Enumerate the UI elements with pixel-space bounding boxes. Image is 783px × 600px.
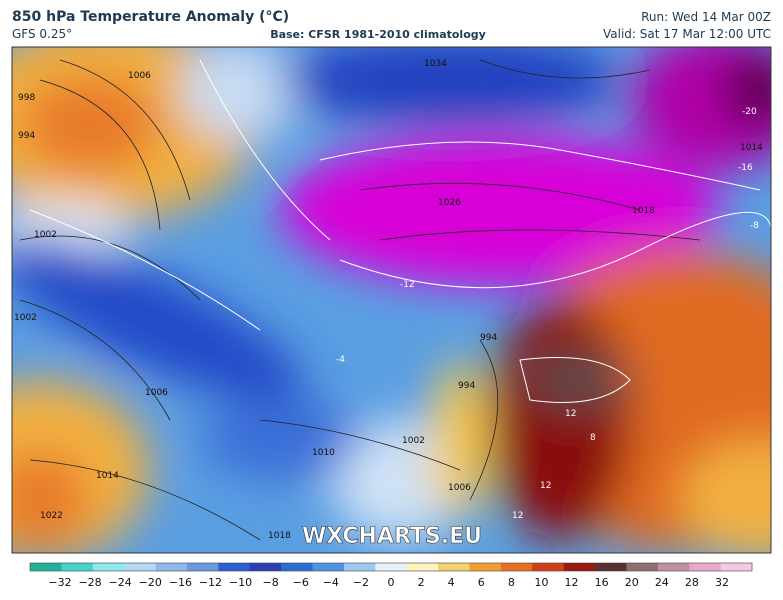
colorbar-label: 6 [478, 576, 485, 589]
colorbar-segment [281, 563, 314, 571]
colorbar-label: −20 [139, 576, 162, 589]
contour-label: -16 [738, 163, 753, 173]
colorbar-label: 10 [534, 576, 548, 589]
colorbar-segment [30, 563, 62, 571]
contour-label: 12 [512, 511, 523, 521]
colorbar-label: 24 [655, 576, 669, 589]
colorbar-label: 8 [508, 576, 515, 589]
colorbar-segment [595, 563, 627, 571]
colorbar-segment [249, 563, 282, 571]
contour-label: 8 [590, 433, 596, 443]
contour-label: 12 [540, 481, 551, 491]
colorbar-segment [626, 563, 659, 571]
colorbar-label: 4 [448, 576, 455, 589]
colorbar-segment [532, 563, 565, 571]
contour-label: 998 [18, 93, 35, 103]
contour-label: 994 [480, 333, 497, 343]
contour-label: 1034 [424, 59, 447, 69]
model: GFS 0.25° [12, 27, 72, 41]
contour-label: -12 [400, 280, 415, 290]
contour-label: 1006 [145, 388, 168, 398]
colorbar-frame [29, 562, 753, 572]
colorbar-label: −32 [48, 576, 71, 589]
colorbar-segment [469, 563, 502, 571]
colorbar-label: −2 [353, 576, 369, 589]
base: Base: CFSR 1981-2010 climatology [270, 28, 486, 41]
colorbar-label: −16 [169, 576, 192, 589]
colorbar-segment [438, 563, 470, 571]
isotherms [29, 59, 771, 403]
contour-label: 994 [458, 381, 475, 391]
colorbar-segment [720, 563, 753, 571]
contour-label: 1002 [34, 230, 57, 240]
contour-label: 1018 [268, 531, 291, 541]
colorbar-label: −6 [293, 576, 309, 589]
colorbar-label: −28 [78, 576, 101, 589]
contour-label: 1026 [438, 198, 461, 208]
colorbar-segment [500, 563, 533, 571]
contour-label: 1002 [14, 313, 37, 323]
contour-label: 994 [18, 131, 35, 141]
colorbar-label: −4 [323, 576, 339, 589]
colorbar-segment [406, 563, 439, 571]
colorbar-segment [312, 563, 345, 571]
contour-label: 1002 [402, 436, 425, 446]
contour-label: 12 [565, 409, 576, 419]
colorbar-label: −8 [263, 576, 279, 589]
colorbar-segment [186, 563, 219, 571]
colorbar-label: 20 [625, 576, 639, 589]
colorbar-segment [657, 563, 690, 571]
colorbar-segment [155, 563, 188, 571]
contour-label: 1022 [40, 511, 63, 521]
colorbar-segment [218, 563, 251, 571]
colorbar-label: 0 [388, 576, 395, 589]
colorbar-segment [375, 563, 408, 571]
colorbar-label: 32 [715, 576, 729, 589]
valid: Valid: Sat 17 Mar 12:00 UTC [603, 27, 771, 41]
colorbar-label: 16 [595, 576, 609, 589]
contour-label: 1014 [96, 471, 119, 481]
contour-label: -4 [336, 355, 345, 365]
run: Run: Wed 14 Mar 00Z [641, 10, 771, 24]
contour-label: 1006 [448, 483, 471, 493]
colorbar-segment [61, 563, 94, 571]
contour-label: 1010 [312, 448, 335, 458]
contour-label: -8 [750, 221, 759, 231]
colorbar-segment [563, 563, 596, 571]
colorbar-segment [689, 563, 722, 571]
contour-label: 1014 [740, 143, 763, 153]
contour-label: 1006 [128, 71, 151, 81]
map: 1006 998 994 1002 1002 1006 1010 1014 1022 1018 10… [12, 47, 771, 553]
colorbar-segment [343, 563, 376, 571]
colorbar-label: −12 [199, 576, 222, 589]
isobars [19, 59, 701, 541]
contour-label: 1018 [632, 206, 655, 216]
watermark: WXCHARTS.EU [302, 524, 482, 549]
colorbar-label: −24 [109, 576, 132, 589]
map-frame [11, 46, 772, 554]
colorbar-label: −10 [229, 576, 252, 589]
colorbar-label: 2 [418, 576, 425, 589]
colorbar-segment [92, 563, 125, 571]
contour-label: -20 [742, 107, 757, 117]
colorbar-label: 28 [685, 576, 699, 589]
colorbar-label: 12 [565, 576, 579, 589]
colorbar-segment [124, 563, 157, 571]
title: 850 hPa Temperature Anomaly (°C) [12, 9, 289, 25]
